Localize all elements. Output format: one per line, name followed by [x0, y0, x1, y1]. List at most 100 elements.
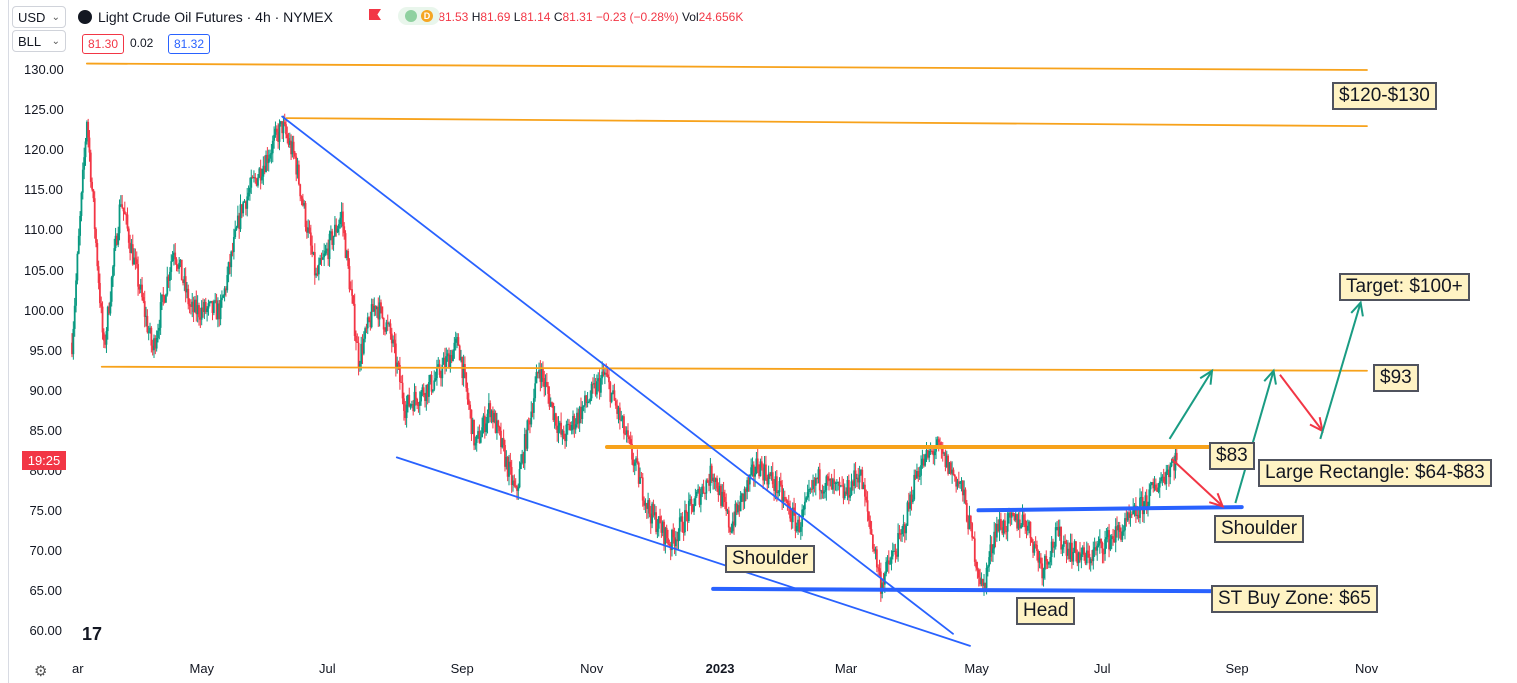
currency-select[interactable]: USD ⌄ — [12, 6, 66, 28]
candle-body — [214, 300, 217, 302]
candle-body — [865, 496, 868, 501]
candle-body — [725, 502, 728, 511]
candle-body — [227, 262, 230, 276]
candle-body — [1045, 556, 1048, 562]
candle-body — [89, 152, 92, 182]
candle-body — [762, 467, 765, 481]
flag-icon[interactable] — [369, 9, 381, 20]
candle-body — [568, 423, 570, 426]
candle-body — [899, 533, 902, 535]
candle-body — [286, 134, 289, 139]
candle-body — [130, 244, 133, 254]
candle-body — [454, 338, 457, 343]
candle-body — [282, 122, 285, 134]
candle-body — [864, 484, 866, 497]
broker-select[interactable]: BLL ⌄ — [12, 30, 66, 52]
annotation-large-rectangle[interactable]: Large Rectangle: $64-$83 — [1258, 459, 1492, 487]
candle-body — [114, 235, 117, 249]
time-tick-label: Nov — [580, 661, 604, 676]
candle-body — [91, 181, 93, 190]
trend-line[interactable] — [976, 505, 1244, 513]
candle-body — [726, 510, 729, 512]
candle-body — [750, 467, 753, 475]
candle-body — [990, 544, 993, 554]
green-arrow-icon[interactable] — [1168, 368, 1214, 440]
candle-body — [1158, 481, 1161, 488]
candle-body — [342, 211, 344, 227]
candle-body — [748, 474, 751, 485]
candle-body — [137, 264, 139, 287]
candle-body — [514, 485, 517, 487]
candle-body — [995, 523, 998, 538]
annotation-right-shoulder[interactable]: Shoulder — [1214, 515, 1305, 543]
annotation-120-130[interactable]: $120-$130 — [1332, 82, 1437, 110]
gear-icon[interactable]: ⚙ — [34, 663, 48, 680]
horizontal-level-line[interactable] — [100, 365, 1368, 372]
candle-body — [449, 355, 452, 369]
candle-body — [165, 294, 167, 303]
candle-body — [251, 177, 254, 179]
tradingview-logo-icon[interactable]: 17 — [82, 624, 103, 644]
annotation-head[interactable]: Head — [1016, 597, 1076, 625]
horizontal-level-line[interactable] — [85, 62, 1368, 71]
candle-body — [1056, 527, 1058, 529]
candle-body — [693, 505, 695, 512]
candle-body — [775, 476, 778, 494]
candle-body — [598, 378, 601, 393]
symbol-title[interactable]: Light Crude Oil Futures · 4h · NYMEX — [98, 9, 333, 25]
candle-body — [1120, 531, 1122, 540]
green-arrow-icon[interactable] — [1319, 300, 1364, 440]
candle-body — [117, 233, 120, 245]
candle-body — [1014, 514, 1017, 521]
annotation-93[interactable]: $93 — [1373, 364, 1419, 392]
annotation-83[interactable]: $83 — [1209, 442, 1255, 470]
ohlc-values: O81.53 H81.69 L81.14 C81.31 −0.23 (−0.28… — [429, 10, 743, 24]
candle-body — [192, 301, 195, 313]
candle-body — [401, 382, 404, 399]
annotation-target[interactable]: Target: $100+ — [1339, 273, 1470, 301]
buy-price-button[interactable]: 81.32 — [168, 34, 211, 54]
candle-body — [782, 497, 785, 502]
low-value: 81.14 — [520, 10, 551, 24]
candle-body — [729, 527, 732, 532]
candle-body — [797, 519, 799, 526]
candle-body — [921, 458, 924, 466]
trend-line[interactable] — [395, 456, 971, 647]
candle-body — [653, 512, 656, 516]
candle-body — [266, 154, 269, 164]
volume-value: 24.656K — [698, 10, 744, 24]
candle-body — [1037, 551, 1040, 563]
candle-body — [861, 469, 864, 490]
candle-body — [217, 303, 219, 320]
sell-price-button[interactable]: 81.30 — [82, 34, 125, 54]
horizontal-level-line[interactable] — [285, 117, 1368, 128]
price-tick-label: 100.00 — [24, 302, 64, 318]
candle-body — [143, 301, 146, 317]
candle-body — [680, 516, 682, 518]
candle-body — [1104, 539, 1106, 554]
candle-body — [299, 184, 302, 197]
candle-body — [668, 543, 671, 545]
candle-body — [274, 128, 277, 135]
trend-line[interactable] — [711, 586, 1236, 594]
candle-body — [641, 477, 644, 501]
candle-body — [691, 504, 694, 512]
data-status-icon[interactable]: D — [398, 7, 440, 25]
red-arrow-icon[interactable] — [1279, 374, 1324, 433]
trend-line[interactable] — [281, 115, 954, 635]
candle-body — [1043, 556, 1046, 570]
candle-body — [1100, 538, 1103, 543]
red-arrow-icon[interactable] — [1171, 458, 1225, 508]
candle-body — [526, 420, 529, 449]
candle-body — [664, 527, 667, 545]
annotation-buy-zone[interactable]: ST Buy Zone: $65 — [1211, 585, 1378, 613]
candle-body — [1125, 518, 1128, 521]
candle-body — [253, 177, 255, 179]
candle-body — [609, 382, 612, 402]
candle-body — [498, 427, 501, 431]
candle-body — [225, 288, 227, 291]
green-arrow-icon[interactable] — [1234, 368, 1277, 504]
candle-body — [635, 458, 637, 463]
annotation-left-shoulder[interactable]: Shoulder — [725, 545, 816, 573]
